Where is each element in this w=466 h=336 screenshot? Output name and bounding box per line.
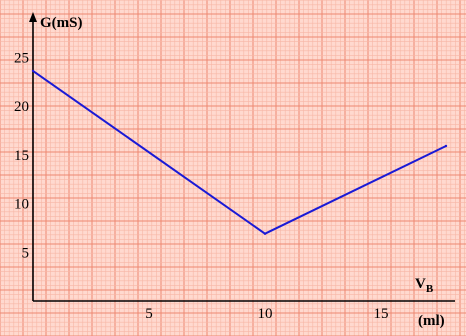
x-axis-label: VB bbox=[415, 276, 434, 295]
x-tick-label: 5 bbox=[145, 306, 153, 322]
data-point bbox=[263, 232, 267, 235]
y-tick-label: 20 bbox=[14, 99, 29, 115]
x-tick-label: 10 bbox=[258, 306, 273, 322]
axis-labels: G(mS) VB (ml) bbox=[40, 15, 445, 329]
y-tick-label: 25 bbox=[14, 50, 29, 66]
tick-labels: 5 10 15 20 25 5 10 15 bbox=[14, 50, 389, 322]
data-point bbox=[444, 144, 448, 148]
y-axis-label: G(mS) bbox=[40, 15, 83, 31]
x-axis-label-main: V bbox=[415, 276, 426, 292]
y-tick-label: 10 bbox=[14, 197, 29, 213]
y-tick-label: 15 bbox=[14, 148, 29, 164]
x-tick-label: 15 bbox=[374, 306, 389, 322]
x-axis-label-subscript: B bbox=[426, 283, 434, 295]
axes bbox=[29, 12, 455, 302]
x-axis-unit-label: (ml) bbox=[418, 313, 445, 329]
data-point bbox=[31, 69, 35, 73]
y-tick-label: 5 bbox=[22, 245, 30, 261]
series bbox=[31, 69, 448, 235]
y-axis-arrow bbox=[29, 12, 37, 22]
